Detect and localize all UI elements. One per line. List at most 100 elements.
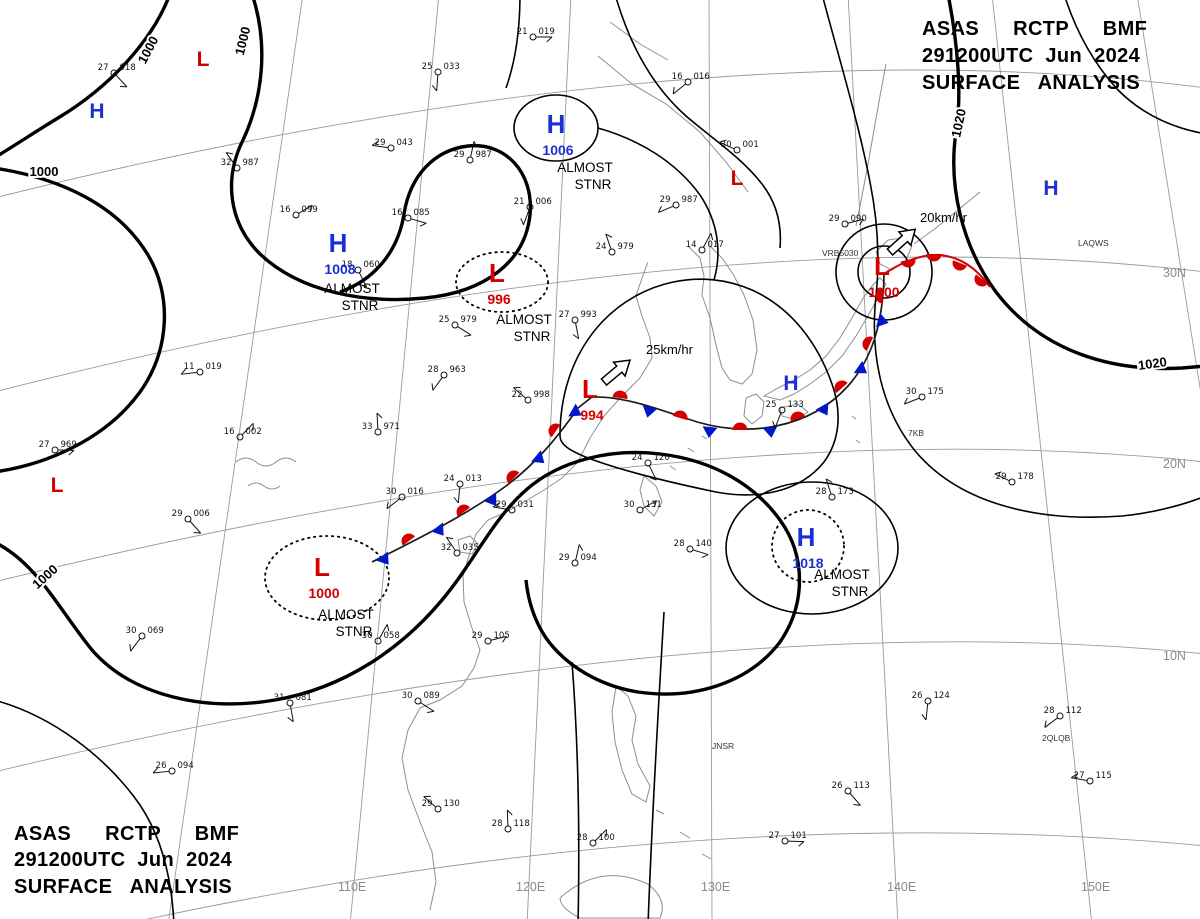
station-circle: [184, 515, 192, 523]
grid-line: [350, 0, 439, 919]
station-plot: 29 178: [994, 471, 1034, 486]
station-plot: 27 969: [39, 440, 77, 456]
coastline: [669, 415, 861, 471]
wind-barb: [513, 387, 527, 399]
station-temp: 28: [1044, 706, 1055, 716]
wind-barb: [605, 233, 612, 250]
station-temp: 26: [912, 691, 923, 701]
stationary-note-line2: STNR: [514, 329, 551, 344]
station-plot: 30 001: [719, 139, 759, 154]
stationary-note: ALMOST STNR: [496, 312, 552, 344]
pressure-center-H: H: [783, 372, 798, 395]
station-plot: 18 060: [342, 260, 380, 288]
station-circle: [684, 78, 692, 86]
station-pressure: 090: [851, 214, 867, 224]
latitude-label: 20N: [1163, 457, 1186, 471]
warm-front-marker: [398, 530, 415, 546]
wind-barb-tick: [453, 497, 459, 504]
station-temp: 30: [386, 487, 397, 497]
station-plot: 16 099: [280, 204, 318, 219]
wind-barb-tick: [376, 412, 383, 419]
grid-line: [145, 832, 1200, 919]
station-pressure: 085: [414, 208, 430, 218]
station-circle: [466, 156, 474, 164]
wind-barb-tick: [853, 804, 861, 806]
station-pressure: 101: [791, 831, 807, 841]
station-plot: 29 130: [422, 795, 460, 813]
wind-barb-tick: [798, 841, 805, 847]
wind-barb-tick: [68, 449, 75, 456]
pressure-center-L: L: [731, 167, 744, 190]
station-pressure: 016: [694, 72, 710, 82]
wind-barb-tick: [859, 218, 864, 226]
wind-barb-tick: [546, 36, 553, 43]
wind-barb: [506, 809, 509, 827]
coastline: [457, 535, 479, 555]
station-temp: 29: [172, 509, 183, 519]
wind-barb: [702, 232, 712, 248]
latitude-label: 10N: [1163, 649, 1186, 663]
movement-arrow-shape: [886, 228, 917, 257]
station-plot: 26 113: [832, 781, 870, 806]
wind-barb-tick: [225, 151, 234, 155]
station-plot: 29 006: [172, 509, 210, 534]
stationary-note-line2: STNR: [832, 584, 869, 599]
stationary-note-line1: ALMOST: [496, 312, 552, 327]
wind-barb: [153, 770, 170, 774]
wind-barb: [594, 829, 607, 842]
station-circle: [608, 248, 616, 256]
station-circle: [374, 637, 382, 645]
cold-front-marker: [762, 425, 779, 439]
station-pressure: 019: [206, 362, 222, 372]
wind-barb-tick: [825, 478, 833, 483]
station-temp: 29: [375, 138, 386, 148]
wind-barb: [1044, 717, 1058, 728]
wind-barb: [493, 506, 510, 511]
weather-fronts: [371, 228, 991, 570]
pressure-center-L: L: [314, 552, 330, 582]
chart-type: SURFACE ANALYSIS: [922, 71, 1141, 94]
annotation-label: VRB5030: [822, 248, 859, 258]
station-plot: 30 069: [126, 626, 164, 652]
isobar-line: [725, 481, 899, 615]
station-pressure: 094: [178, 761, 194, 771]
station-circle: [404, 214, 412, 222]
station-temp: 26: [832, 781, 843, 791]
isobar-line: [571, 661, 580, 919]
speed-label: 25km/hr: [646, 342, 694, 357]
station-pressure: 963: [450, 365, 466, 375]
coastline: [855, 63, 887, 227]
station-plot: 30 131: [624, 500, 662, 514]
coastline: [743, 393, 765, 425]
station-temp: 29: [829, 214, 840, 224]
station-temp: 21: [517, 27, 528, 37]
labels-layer: 21 019 27 018 25 033 16 016 29 043 32 987 29 987 16 099…: [27, 23, 1186, 894]
station-temp: 24: [444, 474, 455, 484]
station-plot: 29 090: [829, 214, 867, 228]
wind-barb-tick: [572, 334, 579, 340]
isobar-value-label: 1020: [1137, 354, 1168, 373]
wind-barb-tick: [152, 767, 159, 774]
station-pressure: 006: [194, 509, 210, 519]
station-pressure: 969: [61, 440, 77, 450]
station-plot: 24 013: [444, 474, 482, 504]
station-temp: 33: [362, 422, 373, 432]
movement-arrow-shape: [600, 359, 632, 387]
wind-barb: [436, 74, 439, 91]
station-plot: 26 124: [912, 691, 950, 721]
latitude-label: 30N: [1163, 266, 1186, 280]
station-pressure: 001: [743, 140, 759, 150]
wind-barb-tick: [359, 284, 367, 288]
isobar-value-label: 1000: [30, 164, 59, 179]
wind-barb-tick: [473, 141, 478, 148]
station-plot: 26 094: [152, 761, 194, 775]
wind-barb: [358, 272, 368, 288]
station-circle: [924, 697, 932, 705]
coastline: [913, 191, 981, 245]
chart-type: SURFACE ANALYSIS: [14, 876, 233, 899]
chart-id: ASAS RCTP BMF: [14, 822, 240, 845]
station-circle: [698, 246, 706, 254]
isobar-line: [264, 535, 390, 621]
station-circle: [918, 393, 926, 401]
